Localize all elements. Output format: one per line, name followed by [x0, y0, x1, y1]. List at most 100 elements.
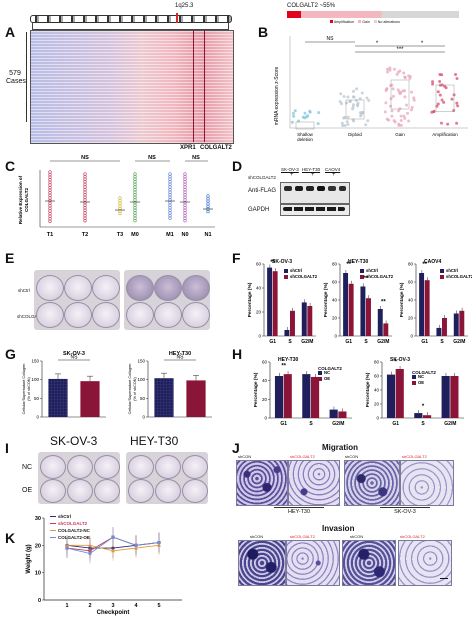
dot	[168, 216, 172, 220]
j-invasion-title: Invasion	[322, 524, 355, 533]
scatter-point	[436, 90, 440, 94]
bar	[386, 374, 396, 418]
d-sign-2: +	[311, 172, 315, 178]
scatter-point	[358, 97, 362, 101]
legend-label: NC	[324, 370, 330, 375]
legend-swatch	[440, 269, 444, 273]
dot	[48, 198, 52, 203]
dot	[48, 183, 52, 187]
dot	[183, 206, 187, 210]
chart-title: HEY-T30	[169, 351, 191, 357]
bar	[395, 369, 404, 418]
scatter-point	[392, 67, 396, 71]
dot	[48, 173, 52, 177]
j-scale-bar	[440, 578, 448, 579]
bar	[284, 330, 290, 336]
c-x-n1: N1	[204, 232, 211, 238]
data-point	[157, 541, 161, 545]
dot	[183, 213, 187, 218]
dot	[118, 206, 122, 211]
scatter-point	[346, 122, 350, 126]
i-dish-9	[182, 455, 208, 479]
dot	[133, 195, 137, 200]
dot	[118, 204, 122, 208]
dot	[48, 188, 52, 192]
dot	[133, 187, 137, 192]
ideogram-zoom-line	[32, 23, 229, 30]
significance-mark: **	[346, 262, 351, 268]
j-inv-image-3	[342, 540, 396, 586]
i-dish-8	[155, 455, 181, 479]
dot	[48, 191, 52, 195]
scatter-point	[342, 116, 346, 120]
significance-mark: **	[281, 364, 286, 370]
y-tick-label: 40	[332, 298, 338, 303]
chart-title: CAOV4	[424, 259, 441, 265]
dot	[168, 175, 172, 179]
scatter-point	[303, 111, 307, 115]
y-axis-label: Weight (g)	[26, 544, 32, 573]
scatter-point	[401, 89, 405, 93]
bar	[348, 283, 354, 336]
chart-title: SK-OV-3	[63, 351, 85, 357]
x-axis-label: Checkpoint	[97, 610, 130, 616]
scatter-point	[440, 98, 444, 102]
panel-label-g: G	[5, 346, 16, 362]
cases-bracket	[26, 32, 30, 122]
x-tick-label: G2/M	[453, 339, 465, 345]
bar	[272, 271, 278, 336]
c-ylabel-2: COLGALT2	[24, 188, 29, 212]
e-dish-11	[154, 302, 182, 328]
scatter-point	[431, 80, 435, 84]
dot	[83, 206, 87, 210]
dot	[168, 193, 172, 197]
scatter-point	[407, 74, 411, 78]
bar	[186, 380, 206, 417]
e-dish-6	[92, 302, 120, 328]
scatter-point	[402, 114, 406, 118]
dot	[168, 208, 172, 213]
scatter-point	[388, 68, 392, 72]
x-tick-label: G2/M	[301, 339, 313, 345]
dot	[168, 172, 172, 176]
y-tick-label: 20	[332, 316, 338, 321]
dot	[48, 196, 52, 200]
i-dish-3	[94, 455, 120, 479]
bar	[360, 286, 366, 336]
i-dish-6	[94, 479, 120, 503]
b-sig-4: ***	[396, 47, 404, 53]
dot	[133, 175, 137, 179]
y-axis-label: Percentage (%)	[323, 282, 329, 317]
legend-title: COLGALT2	[318, 366, 342, 371]
y-tick-label: 100	[31, 377, 39, 382]
h-chart-skov3: 0 20 40 60 80 Percentage (%) SK-OV-3 G1 S G2/M COL…	[365, 357, 464, 427]
box	[345, 99, 365, 120]
y-tick-label: 30	[35, 516, 41, 522]
dot	[48, 217, 52, 221]
dot	[48, 185, 52, 190]
b-sig-2: *	[376, 41, 379, 47]
d-band-flag-1	[284, 186, 292, 191]
dot	[168, 206, 172, 210]
dot	[183, 208, 187, 213]
e-dish-2	[64, 275, 92, 301]
j-mig-cond-1: shCON	[238, 454, 252, 459]
bar	[459, 310, 465, 336]
scatter-point	[402, 71, 406, 75]
scatter-point	[290, 120, 294, 124]
legend-swatch	[318, 371, 322, 375]
dot	[48, 170, 52, 174]
dot	[133, 193, 137, 197]
y-tick-label: 150	[31, 359, 39, 364]
dot	[183, 216, 187, 220]
d-band-flag-2	[295, 186, 303, 191]
scatter-point	[438, 93, 442, 97]
scatter-point	[399, 114, 403, 118]
significance-mark: *	[394, 359, 397, 365]
data-point	[111, 548, 115, 553]
dot	[48, 201, 52, 205]
cases-count: 579	[9, 70, 21, 77]
bar	[450, 376, 459, 418]
bar	[301, 302, 307, 336]
i-dish-2	[67, 455, 93, 479]
